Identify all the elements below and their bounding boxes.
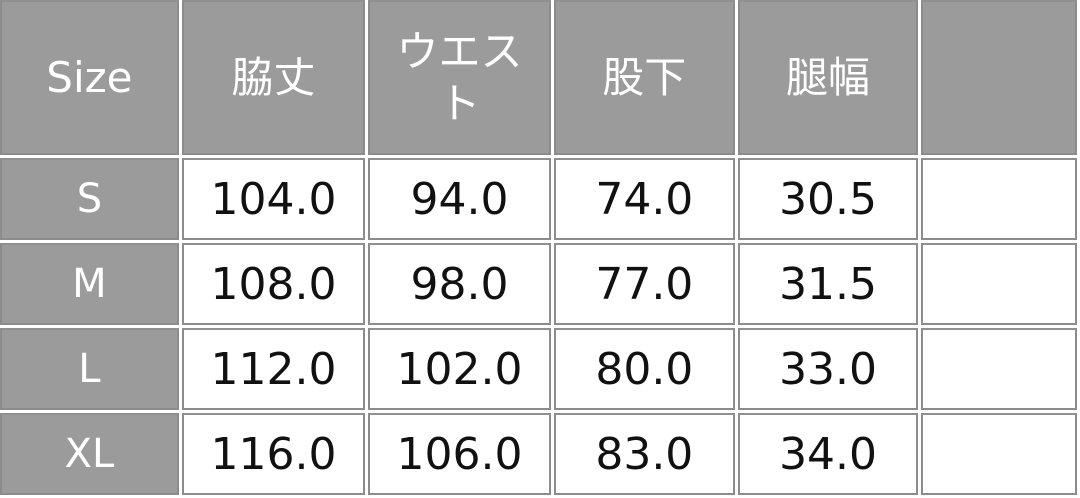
cell-waist: 106.0 [368,413,551,495]
cell-waist: 94.0 [368,158,551,240]
cell-empty [921,158,1077,240]
cell-thigh-width: 34.0 [737,413,919,495]
cell-empty [921,413,1077,495]
cell-inseam: 74.0 [553,158,735,240]
header-waist: ウエスト [368,0,551,155]
size-label: M [0,243,179,325]
table-row: S 104.0 94.0 74.0 30.5 [0,158,1077,240]
cell-empty [921,328,1077,410]
cell-inseam: 77.0 [553,243,735,325]
cell-empty [921,243,1077,325]
header-thigh-width: 腿幅 [737,0,919,155]
size-label: L [0,328,179,410]
cell-thigh-width: 30.5 [737,158,919,240]
table-row: XL 116.0 106.0 83.0 34.0 [0,413,1077,495]
table-row: M 108.0 98.0 77.0 31.5 [0,243,1077,325]
cell-side-length: 112.0 [181,328,366,410]
cell-side-length: 108.0 [181,243,366,325]
cell-inseam: 80.0 [553,328,735,410]
header-size: Size [0,0,179,155]
cell-thigh-width: 33.0 [737,328,919,410]
size-label: XL [0,413,179,495]
header-inseam: 股下 [553,0,735,155]
header-row: Size 脇丈 ウエスト 股下 腿幅 [0,0,1077,155]
cell-side-length: 116.0 [181,413,366,495]
table-row: L 112.0 102.0 80.0 33.0 [0,328,1077,410]
cell-inseam: 83.0 [553,413,735,495]
cell-waist: 102.0 [368,328,551,410]
size-label: S [0,158,179,240]
header-side-length: 脇丈 [181,0,366,155]
cell-side-length: 104.0 [181,158,366,240]
header-empty [921,0,1077,155]
cell-thigh-width: 31.5 [737,243,919,325]
cell-waist: 98.0 [368,243,551,325]
